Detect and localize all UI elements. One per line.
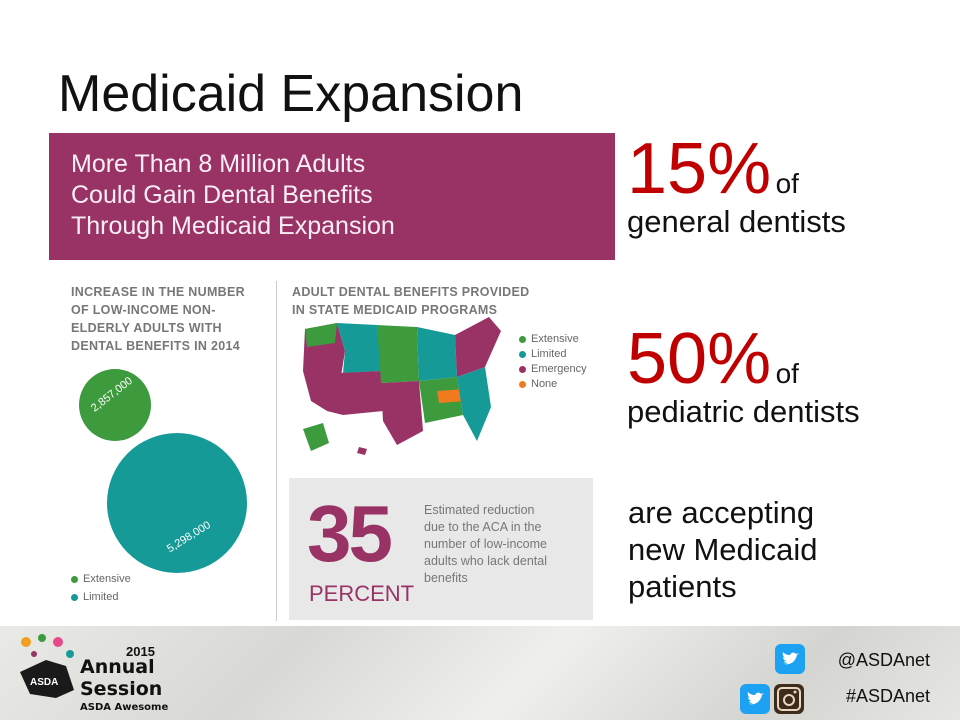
- banner-line: Through Medicaid Expansion: [71, 212, 395, 240]
- ideas-icon: [20, 634, 74, 698]
- slide-title: Medicaid Expansion: [58, 65, 524, 123]
- accepting-line: are accepting: [628, 495, 815, 530]
- banner-line: More Than 8 Million Adults: [71, 150, 366, 178]
- stat-pediatric-dentists: 50% of pediatric dentists: [627, 318, 860, 430]
- map-region-midwest: [417, 327, 457, 381]
- legend-dot: [519, 350, 526, 358]
- legend-item: Extensive: [71, 573, 131, 585]
- legend-label: Extensive: [531, 333, 579, 345]
- map-region-texas: [381, 381, 423, 445]
- stat-general-dentists: 15% of general dentists: [627, 128, 846, 240]
- estimate-line: number of low-income: [424, 537, 547, 551]
- stat-of: of: [775, 168, 799, 199]
- map-region-plains: [377, 325, 419, 383]
- twitter-bird-icon: [782, 652, 799, 665]
- stat-percent: 50%: [627, 319, 772, 399]
- left-heading-line: DENTAL BENEFITS IN 2014: [71, 339, 240, 353]
- accepting-line: new Medicaid: [628, 532, 818, 567]
- estimate-line: due to the ACA in the: [424, 520, 542, 534]
- logo-year: 2015: [126, 644, 155, 659]
- estimate-text: Estimated reduction due to the ACA in th…: [424, 502, 574, 587]
- right-column: ADULT DENTAL BENEFITS PROVIDED IN STATE …: [292, 283, 602, 319]
- instagram-icon[interactable]: [774, 684, 804, 714]
- legend-item: Limited: [519, 348, 587, 360]
- map-region-southwest: [327, 371, 383, 415]
- twitter-handle[interactable]: @ASDAnet: [837, 650, 930, 670]
- left-column: INCREASE IN THE NUMBER OF LOW-INCOME NON…: [71, 283, 271, 355]
- legend-label: None: [531, 378, 558, 390]
- bubble-limited: 5,298,000: [107, 433, 247, 573]
- twitter-icon[interactable]: [775, 644, 805, 674]
- stat-of: of: [775, 358, 799, 389]
- stat-description: pediatric dentists: [627, 394, 860, 429]
- right-heading-line: ADULT DENTAL BENEFITS PROVIDED: [292, 285, 530, 299]
- estimate-line: Estimated reduction: [424, 503, 535, 517]
- stat-percent: 15%: [627, 129, 772, 209]
- logo-line-annual: Annual: [80, 656, 155, 678]
- map-region-mountain: [337, 323, 381, 373]
- legend-label: Limited: [83, 591, 119, 603]
- stat-description: general dentists: [627, 204, 846, 239]
- bubble-extensive-label: 2,857,000: [89, 374, 135, 415]
- legend-dot: [71, 575, 78, 583]
- legend-dot: [519, 380, 526, 388]
- legend-item: Extensive: [519, 333, 587, 345]
- legend-item: None: [519, 378, 587, 390]
- camera-icon: [777, 687, 801, 711]
- map-region-southeast: [457, 367, 491, 441]
- twitter-icon-small[interactable]: [740, 684, 770, 714]
- logo-line-tagline: ASDA Awesome: [80, 702, 169, 713]
- legend-label: Limited: [531, 348, 567, 360]
- legend-dot: [519, 365, 526, 373]
- logo-badge: ASDA: [30, 677, 59, 688]
- estimate-line: adults who lack dental: [424, 554, 547, 568]
- left-heading-line: ELDERLY ADULTS WITH: [71, 321, 222, 335]
- column-divider: [276, 281, 277, 621]
- left-legend: Extensive Limited: [71, 573, 131, 606]
- accepting-text: are accepting new Medicaid patients: [628, 494, 818, 605]
- hashtag[interactable]: #ASDAnet: [845, 686, 930, 706]
- reduction-box: 35 PERCENT Estimated reduction due to th…: [289, 478, 593, 620]
- right-heading-line: IN STATE MEDICAID PROGRAMS: [292, 303, 498, 317]
- big-number: 35: [307, 489, 393, 578]
- infographic: More Than 8 Million Adults Could Gain De…: [49, 133, 615, 623]
- legend-dot: [71, 593, 78, 601]
- map-legend: Extensive Limited Emergency None: [519, 333, 587, 393]
- annual-session-logo: ASDA 2015 Annual Session ASDA Awesome: [10, 632, 170, 718]
- legend-item: Limited: [71, 591, 131, 603]
- map-region-alaska: [303, 423, 329, 451]
- big-unit: PERCENT: [309, 581, 415, 606]
- bubble-extensive: 2,857,000: [79, 369, 151, 441]
- map-region-northwest: [305, 323, 337, 347]
- map-region-northeast: [455, 317, 501, 377]
- legend-item: Emergency: [519, 363, 587, 375]
- legend-dot: [519, 335, 526, 343]
- legend-label: Extensive: [83, 573, 131, 585]
- legend-label: Emergency: [531, 363, 587, 375]
- logo-line-session: Session: [80, 678, 163, 700]
- twitter-bird-icon: [747, 692, 764, 705]
- banner-line: Could Gain Dental Benefits: [71, 181, 373, 209]
- left-heading-line: INCREASE IN THE NUMBER: [71, 285, 245, 299]
- estimate-line: benefits: [424, 571, 468, 585]
- bubble-limited-label: 5,298,000: [165, 519, 213, 556]
- left-heading-line: OF LOW-INCOME NON-: [71, 303, 216, 317]
- accepting-line: patients: [628, 569, 737, 604]
- infographic-banner: More Than 8 Million Adults Could Gain De…: [49, 133, 615, 260]
- map-region-hawaii: [357, 447, 367, 455]
- us-map: [303, 317, 501, 455]
